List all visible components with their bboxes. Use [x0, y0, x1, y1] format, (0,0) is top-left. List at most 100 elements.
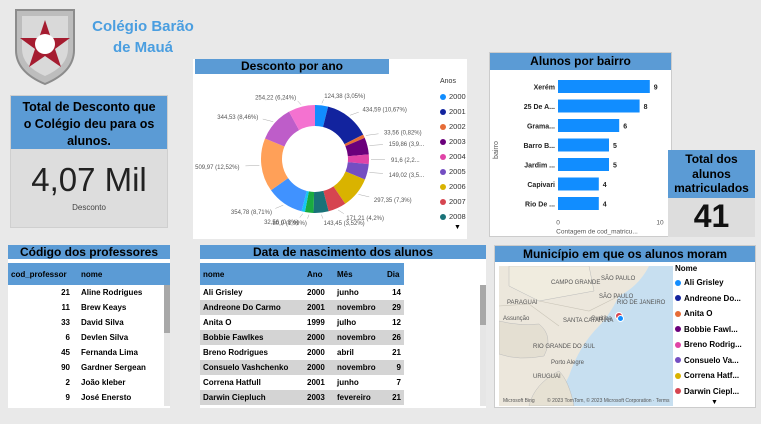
category-label: 25 De A...	[524, 104, 555, 111]
legend-item[interactable]: 2001	[440, 104, 474, 119]
legend-item[interactable]: Anita O	[675, 306, 755, 322]
col-cod-professor[interactable]: cod_professor	[8, 263, 78, 285]
legend-dot	[675, 341, 681, 348]
col-nome[interactable]: nome	[78, 263, 170, 285]
col-dia[interactable]: Dia	[384, 263, 404, 285]
donut-slice[interactable]	[301, 190, 309, 213]
bar-value-label: 4	[603, 202, 607, 209]
bar[interactable]	[558, 99, 640, 113]
col-mes[interactable]: Mês	[334, 263, 384, 285]
legend-item[interactable]: 2005	[440, 164, 474, 179]
school-name-line2: de Mauá	[112, 39, 173, 56]
nascimento-card: Data de nascimento dos alunos nome Ano M…	[200, 245, 486, 408]
legend-item[interactable]: Bobbie Fawl...	[675, 322, 755, 338]
legend-item[interactable]: 2006	[440, 179, 474, 194]
table-row[interactable]: 33 David Silva	[8, 315, 170, 330]
donut-slice[interactable]	[271, 178, 307, 212]
donut-slice[interactable]	[323, 186, 346, 212]
nome-legend: Nome Ali Grisley Andreone Do... Anita O Bob…	[675, 264, 755, 406]
donut-slice[interactable]	[289, 105, 315, 131]
bar[interactable]	[558, 138, 609, 152]
bar[interactable]	[558, 177, 599, 191]
table-row[interactable]: 6 Devlen Silva	[8, 330, 170, 345]
donut-slice[interactable]	[333, 171, 365, 204]
nascimento-scrollbar[interactable]	[480, 285, 486, 406]
cell-dia: 14	[392, 288, 401, 297]
donut-slice[interactable]	[304, 191, 315, 213]
legend-item[interactable]: 2000	[440, 89, 474, 104]
municipio-map[interactable]: CAMPO GRANDE SÃO PAULO PARAGUAI SÃO PAULO RI…	[499, 266, 673, 406]
donut-data-label: 32,56 (0,8%)	[264, 220, 298, 226]
table-row[interactable]: 90 Gardner Sergean	[8, 360, 170, 375]
legend-item[interactable]: 2004	[440, 149, 474, 164]
table-row[interactable]: 21 Aline Rodrigues	[8, 285, 170, 300]
table-row[interactable]: Darwin Ciepluch 2003 fevereiro 21	[200, 390, 486, 405]
professores-scrollbar[interactable]	[164, 285, 170, 406]
total-desconto-label: Desconto	[72, 203, 106, 212]
cell-dia: 12	[392, 318, 401, 327]
table-row[interactable]: Consuelo Vashchenko 2000 novembro 9	[200, 360, 486, 375]
legend-dot	[440, 123, 446, 130]
donut-slice[interactable]	[315, 105, 329, 127]
table-row[interactable]: Ali Grisley 2000 junho 14	[200, 285, 486, 300]
map-attribution[interactable]: © 2023 TomTom, © 2023 Microsoft Corporat…	[547, 398, 670, 404]
map-place-label: Assunção	[503, 316, 530, 322]
donut-slice[interactable]	[323, 106, 364, 145]
col-nome[interactable]: nome	[200, 263, 304, 285]
legend-item[interactable]: Correna Hatf...	[675, 368, 755, 384]
municipio-card: Município em que os alunos moram CAMPO G…	[494, 245, 756, 408]
donut-slice[interactable]	[344, 134, 365, 147]
bar[interactable]	[558, 197, 599, 210]
legend-scroll-down-icon[interactable]: ▼	[454, 224, 461, 231]
legend-dot	[440, 183, 446, 190]
school-name-line1: Colégio Barão	[92, 18, 194, 35]
legend-dot	[440, 93, 446, 100]
legend-item[interactable]: Darwin Ciepl...	[675, 384, 755, 400]
legend-label: 2003	[449, 137, 466, 146]
donut-slice[interactable]	[345, 162, 369, 180]
nascimento-table: nome Ano Mês Dia Ali Grisley 2000 junho 14 A…	[200, 263, 486, 405]
col-ano[interactable]: Ano	[304, 263, 334, 285]
table-row[interactable]: Correna Hatfull 2001 junho 7	[200, 375, 486, 390]
donut-slice[interactable]	[347, 154, 369, 165]
legend-item[interactable]: 2003	[440, 134, 474, 149]
cell-nome: Bobbie Fawlkes	[200, 330, 304, 345]
legend-item[interactable]: 2002	[440, 119, 474, 134]
cell-ano: 2000	[307, 288, 325, 297]
donut-slice[interactable]	[313, 190, 329, 214]
donut-data-label: 80,9 (1,99%)	[272, 221, 306, 227]
category-label: Barro B...	[523, 143, 555, 150]
legend-item[interactable]: Breno Rodrig...	[675, 337, 755, 353]
cell-dia: 26	[384, 330, 404, 345]
table-row[interactable]: 2 João kleber	[8, 375, 170, 390]
bar[interactable]	[558, 119, 620, 132]
donut-slice[interactable]	[265, 111, 300, 147]
table-row[interactable]: Bobbie Fawlkes 2000 novembro 26	[200, 330, 486, 345]
table-row[interactable]: Breno Rodrigues 2000 abril 21	[200, 345, 486, 360]
legend-item[interactable]: 2008	[440, 209, 474, 224]
donut-slice[interactable]	[345, 137, 369, 157]
cell-cod: 33	[61, 318, 70, 327]
donut-data-label: 344,53 (8,46%)	[217, 115, 258, 121]
legend-item[interactable]: Ali Grisley	[675, 275, 755, 291]
donut-data-label: 159,86 (3,9...	[389, 142, 425, 148]
legend-dot	[675, 310, 681, 317]
cell-ano: 1999	[307, 318, 325, 327]
legend-item[interactable]: 2007	[440, 194, 474, 209]
table-row[interactable]: 45 Fernanda Lima	[8, 345, 170, 360]
donut-slice[interactable]	[261, 138, 289, 191]
map-marker[interactable]	[617, 315, 624, 322]
legend-item[interactable]: Andreone Do...	[675, 291, 755, 307]
table-row[interactable]: 9 José Enersto	[8, 390, 170, 405]
table-row[interactable]: Anita O 1999 julho 12	[200, 315, 486, 330]
legend-dot	[675, 372, 681, 379]
table-row[interactable]: Andreone Do Carmo 2001 novembro 29	[200, 300, 486, 315]
legend-scroll-down-icon[interactable]: ▼	[711, 399, 718, 406]
bar[interactable]	[558, 80, 650, 93]
bar[interactable]	[558, 158, 609, 171]
bar-value-label: 4	[603, 182, 607, 189]
legend-item[interactable]: Consuelo Va...	[675, 353, 755, 369]
legend-dot	[440, 198, 446, 205]
table-row[interactable]: 11 Brew Keays	[8, 300, 170, 315]
legend-label: 2005	[449, 167, 466, 176]
